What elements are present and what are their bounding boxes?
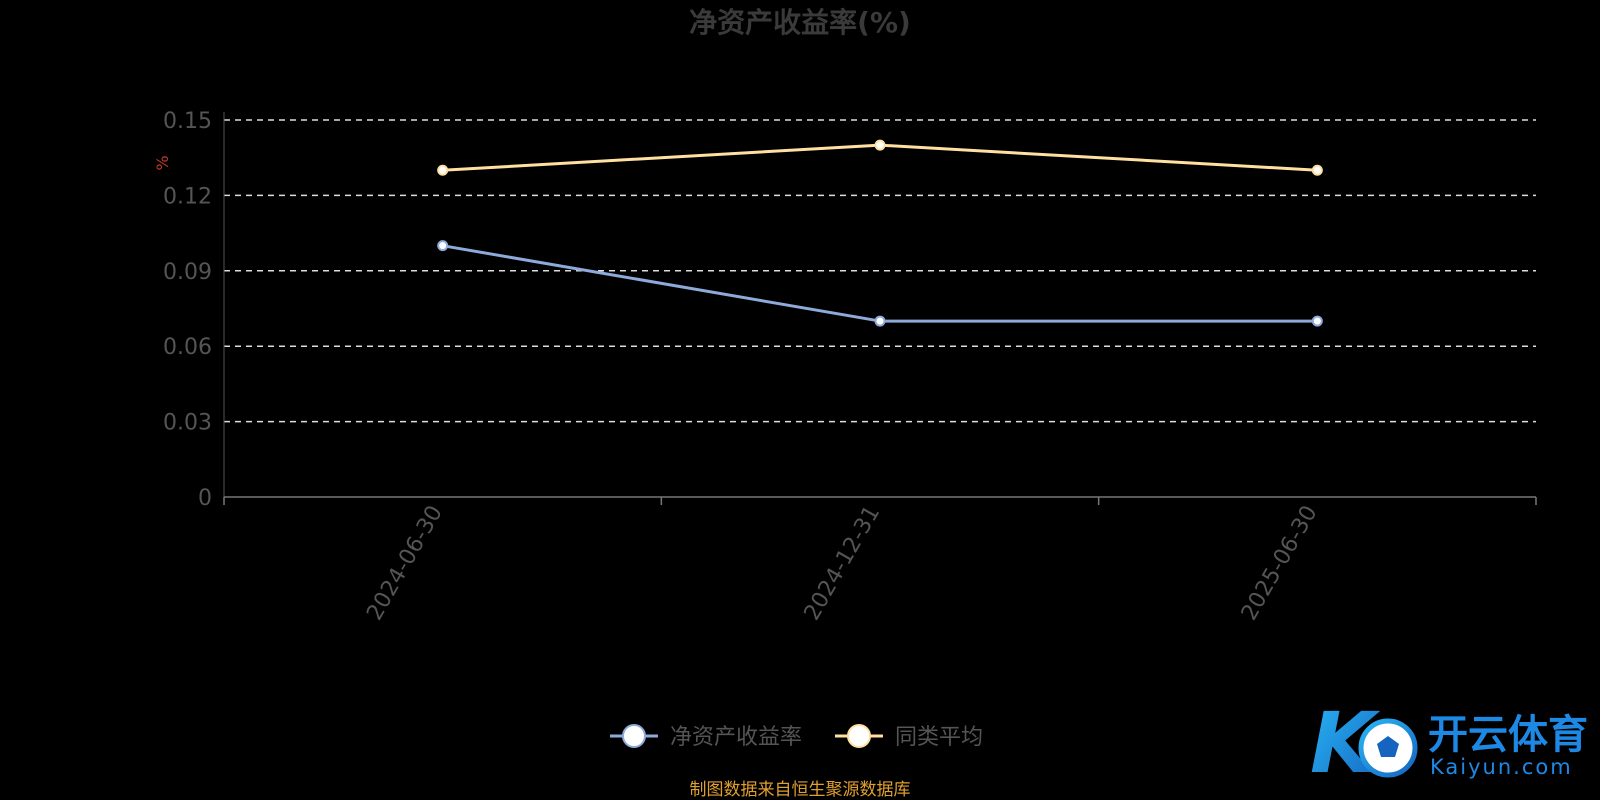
series-layer bbox=[437, 139, 1323, 327]
series-line-0 bbox=[442, 244, 1318, 323]
y-tick-label-5: 0.15 bbox=[163, 109, 212, 134]
legend-label-roe: 净资产收益率 bbox=[670, 725, 802, 750]
y-tick-label-1: 0.03 bbox=[163, 411, 212, 436]
chart-title: 净资产收益率(%) bbox=[689, 6, 911, 39]
legend-item-roe[interactable]: 净资产收益率 bbox=[610, 724, 802, 750]
watermark-logo: K 开云体育 Kaiyun.com bbox=[1310, 694, 1588, 792]
y-axis-unit: % bbox=[153, 155, 172, 170]
legend-item-avg[interactable]: 同类平均 bbox=[835, 724, 983, 750]
legend-label-avg: 同类平均 bbox=[895, 725, 983, 750]
legend-marker-roe bbox=[622, 724, 646, 748]
x-tick-label-1: 2024-12-31 bbox=[800, 502, 886, 625]
data-point-0-2 bbox=[1311, 315, 1323, 327]
x-tick-labels: 2024-06-30 2024-12-31 2025-06-30 bbox=[362, 501, 1322, 624]
x-tick-label-2: 2025-06-30 bbox=[1237, 502, 1323, 625]
source-note: 制图数据来自恒生聚源数据库 bbox=[690, 780, 911, 800]
y-tick-label-0: 0 bbox=[198, 486, 212, 511]
data-point-1-0 bbox=[437, 164, 449, 176]
data-point-0-1 bbox=[874, 315, 886, 327]
axes bbox=[223, 112, 1537, 505]
y-tick-label-4: 0.12 bbox=[163, 184, 212, 209]
legend: 净资产收益率 同类平均 bbox=[610, 724, 983, 750]
data-point-0-0 bbox=[437, 240, 449, 252]
y-tick-label-3: 0.09 bbox=[163, 260, 212, 285]
y-tick-labels: 0 0.03 0.06 0.09 0.12 0.15 bbox=[163, 109, 212, 511]
data-point-1-2 bbox=[1311, 164, 1323, 176]
grid-lines bbox=[224, 119, 1536, 423]
y-tick-label-2: 0.06 bbox=[163, 335, 212, 360]
x-tick-label-0: 2024-06-30 bbox=[362, 501, 448, 624]
data-point-1-1 bbox=[874, 139, 886, 151]
logo-text-cn: 开云体育 bbox=[1428, 712, 1588, 758]
soccer-ball-patch bbox=[1377, 736, 1399, 757]
legend-marker-avg bbox=[847, 724, 871, 748]
logo-text-en: Kaiyun.com bbox=[1430, 755, 1573, 779]
